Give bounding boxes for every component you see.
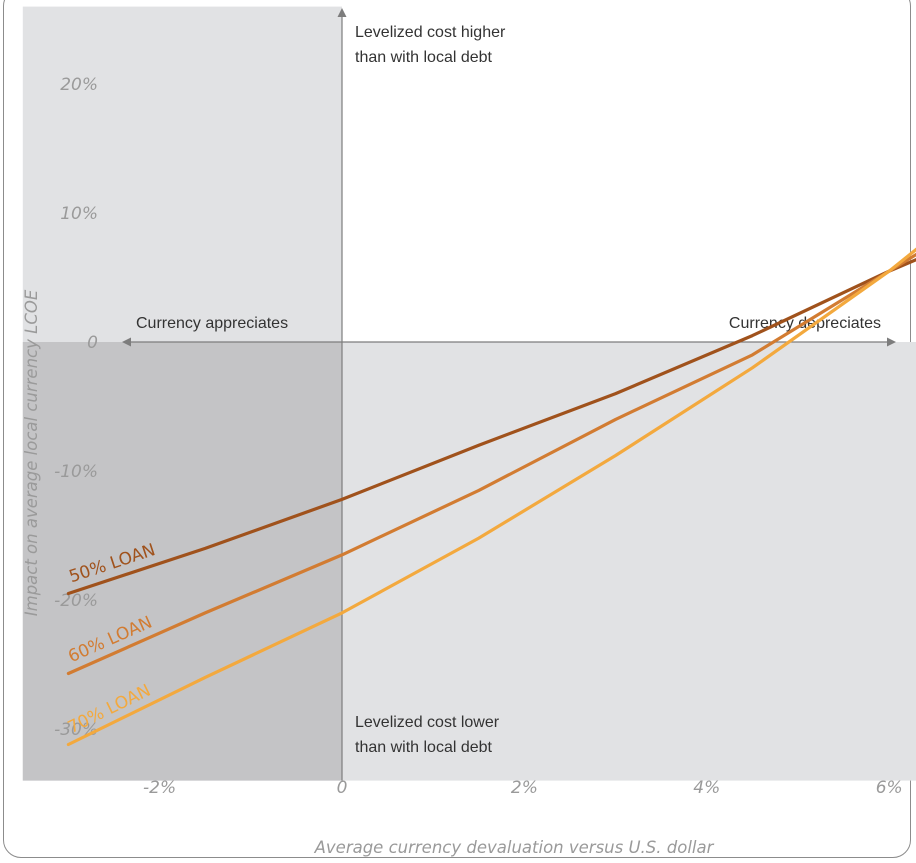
axes: [122, 8, 896, 781]
series-line-1: [66, 257, 916, 596]
y-tick-label: -10%: [54, 462, 98, 482]
x-tick-label: 0: [337, 778, 348, 798]
y-tick-labels: 20%10%0-10%-20%-30%: [54, 75, 98, 740]
arrow-right-icon: [887, 337, 896, 347]
y-tick-label: 20%: [60, 75, 98, 95]
annotation-top-line2: than with local debt: [355, 49, 493, 66]
arrow-up-icon: [337, 8, 347, 17]
annotation-top-line1: Levelized cost higher: [355, 24, 506, 41]
x-tick-label: 2%: [511, 778, 538, 798]
shade-lower-left: [22, 342, 343, 781]
x-tick-label: -2%: [143, 778, 176, 798]
series-line-3: [66, 247, 916, 747]
y-tick-label: 0: [87, 333, 98, 353]
annotation-bottom-line1: Levelized cost lower: [355, 714, 500, 731]
series-line-2: [66, 252, 916, 676]
series-lines: [66, 247, 916, 747]
x-tick-label: 4%: [693, 778, 720, 798]
x-axis-title: Average currency devaluation versus U.S.…: [314, 838, 715, 857]
x-tick-label: 6%: [876, 778, 903, 798]
y-tick-label: -20%: [54, 591, 98, 611]
y-axis-title: Impact on average local currency LCOE: [22, 289, 41, 616]
arrow-left-icon: [122, 337, 131, 347]
annotation-bottom-line2: than with local debt: [355, 739, 493, 756]
shaded-regions: [22, 6, 916, 781]
y-tick-label: 10%: [60, 204, 98, 224]
x-tick-labels: -4%-2%02%4%6%8%10%: [143, 778, 903, 798]
annotation-left: Currency appreciates: [136, 315, 288, 332]
